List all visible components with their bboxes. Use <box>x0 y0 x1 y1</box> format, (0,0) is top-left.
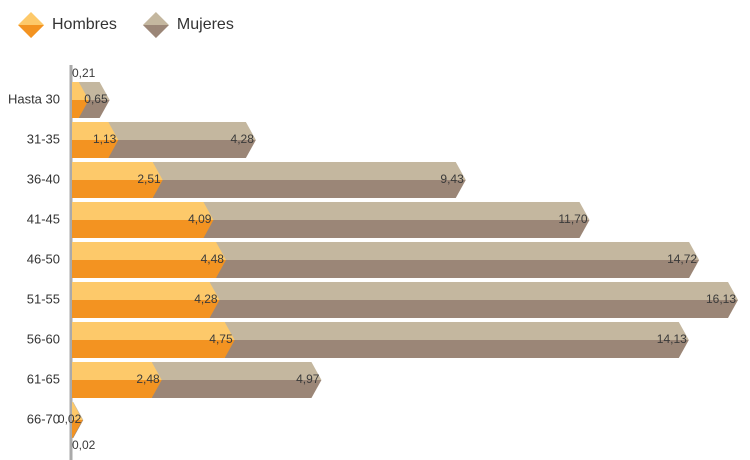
bar-top <box>72 162 163 180</box>
bar-bottom <box>209 300 738 318</box>
value-label: 9,43 <box>440 172 464 186</box>
bar-top <box>152 162 466 180</box>
y-tick-label: 66-70 <box>27 411 60 426</box>
bar-segment <box>151 362 322 398</box>
value-label: 4,09 <box>188 212 212 226</box>
bar-bottom <box>224 340 689 358</box>
legend-label: Mujeres <box>177 16 234 33</box>
bar-segment <box>72 202 214 238</box>
bar-segment <box>72 322 235 358</box>
bar-bottom <box>78 100 110 118</box>
bar-segment <box>72 402 83 438</box>
bar-bottom <box>72 380 162 398</box>
legend-icon-top <box>142 12 169 25</box>
bar-bottom <box>72 340 235 358</box>
bar-top <box>215 242 700 260</box>
bar-bottom <box>72 260 226 278</box>
value-label: 14,72 <box>667 252 697 266</box>
bar-segment <box>72 82 89 118</box>
bar-segment <box>215 242 700 278</box>
bar-segment <box>72 242 226 278</box>
bar-top <box>72 202 214 220</box>
y-tick-label: 51-55 <box>27 291 60 306</box>
bar-top <box>72 242 226 260</box>
value-label: 0,65 <box>84 92 108 106</box>
y-tick-label: 41-45 <box>27 211 60 226</box>
value-label: 11,70 <box>558 212 587 226</box>
value-label: 0,21 <box>72 66 96 80</box>
bar-segment <box>72 282 220 318</box>
bar-top <box>151 362 322 380</box>
bar-bottom <box>108 140 256 158</box>
bar-segment <box>224 322 689 358</box>
y-tick-label: 56-60 <box>27 331 60 346</box>
y-tick-label: 36-40 <box>27 171 60 186</box>
bar-segment <box>78 82 110 118</box>
bar-top <box>224 322 689 340</box>
bar-bottom <box>72 140 119 158</box>
bar-segment <box>72 362 162 398</box>
bar-segment <box>152 162 466 198</box>
bar-bottom <box>203 220 590 238</box>
legend-icon-side <box>155 25 169 38</box>
bar-segment <box>72 162 163 198</box>
bar-segment <box>209 282 738 318</box>
legend-label: Hombres <box>52 16 117 33</box>
y-tick-label: 31-35 <box>27 131 60 146</box>
legend-icon-side <box>31 25 44 38</box>
bar-top <box>72 362 162 380</box>
bar-bottom <box>151 380 322 398</box>
bar-bottom <box>72 220 214 238</box>
bar-bottom <box>72 100 89 118</box>
bar-top <box>72 122 119 140</box>
bar-top <box>72 82 89 100</box>
legend-item: Mujeres <box>142 12 234 38</box>
value-label: 2,51 <box>137 172 161 186</box>
legend-icon-top <box>18 12 44 25</box>
value-label: 4,28 <box>194 292 218 306</box>
bar-segment <box>203 202 590 238</box>
legend-item: Hombres <box>18 12 117 38</box>
bar-segment <box>108 122 256 158</box>
bar-top <box>203 202 590 220</box>
bar-top <box>72 282 220 300</box>
value-label: 4,97 <box>296 372 320 386</box>
bar-bottom <box>72 420 83 438</box>
bar-bottom <box>215 260 700 278</box>
y-tick-label: 61-65 <box>27 371 60 386</box>
value-label: 2,48 <box>136 372 160 386</box>
y-tick-label: Hasta 30 <box>8 91 60 106</box>
value-label: 1,13 <box>93 132 117 146</box>
value-label: 14,13 <box>657 332 687 346</box>
value-label: 0,02 <box>58 412 82 426</box>
bar-bottom <box>152 180 466 198</box>
bar-top <box>72 322 235 340</box>
value-label: 16,13 <box>706 292 736 306</box>
value-label: 4,48 <box>201 252 225 266</box>
bar-top <box>108 122 256 140</box>
value-label: 4,75 <box>209 332 233 346</box>
y-tick-label: 46-50 <box>27 251 60 266</box>
bar-segment <box>72 122 119 158</box>
value-label: 0,02 <box>72 438 96 452</box>
bar-top <box>78 82 110 100</box>
bar-top <box>209 282 738 300</box>
bar-bottom <box>72 180 163 198</box>
bar-top <box>72 402 83 420</box>
value-label: 4,28 <box>231 132 255 146</box>
bar-bottom <box>72 300 220 318</box>
